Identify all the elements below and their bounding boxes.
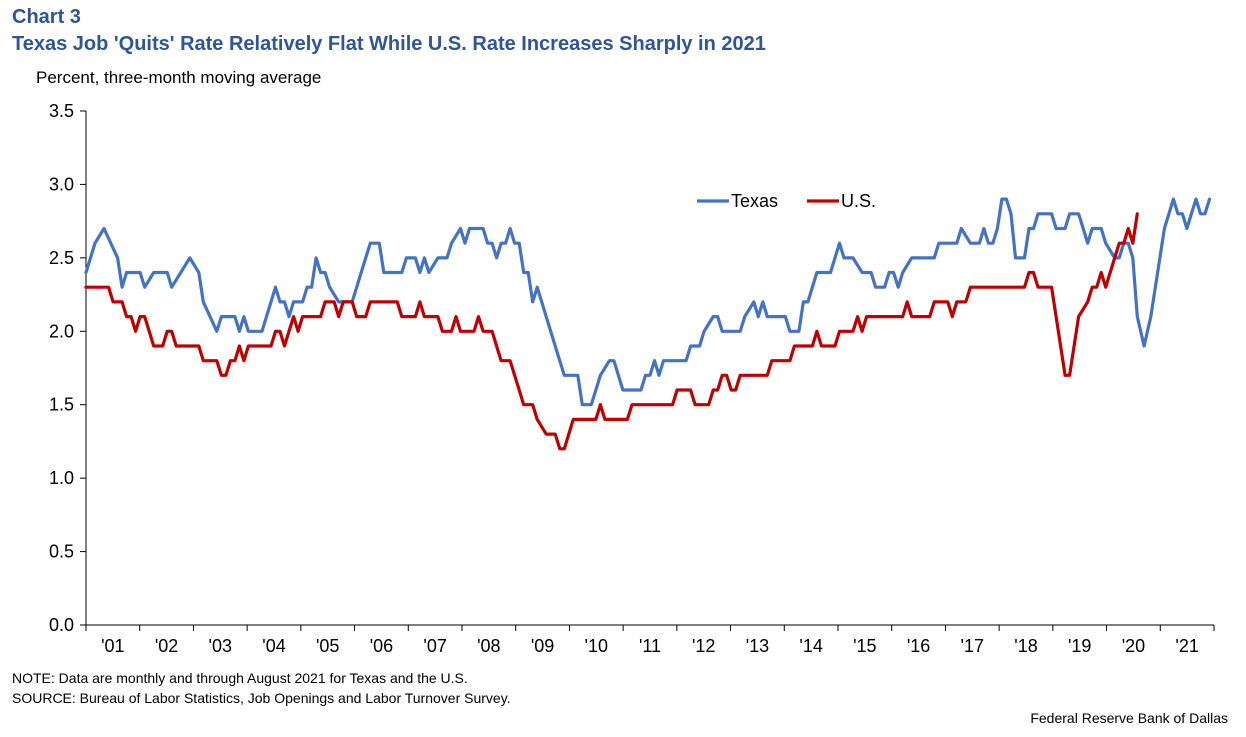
y-axis-unit-label: Percent, three-month moving average (36, 68, 322, 87)
y-tick-label: 1.0 (49, 468, 74, 488)
x-tick-label: '15 (853, 636, 876, 656)
x-tick-label: '04 (262, 636, 285, 656)
y-axis-ticks: 0.0 0.5 1.0 1.5 2.0 2.5 3.0 3.5 (49, 101, 86, 635)
y-tick-label: 2.0 (49, 321, 74, 341)
x-tick-label: '10 (585, 636, 608, 656)
legend: Texas U.S. (697, 191, 876, 211)
series-line-us (84, 212, 1139, 451)
series-lines (84, 197, 1212, 451)
x-tick-label: '03 (209, 636, 232, 656)
x-tick-label: '19 (1068, 636, 1091, 656)
y-tick-label: 1.5 (49, 395, 74, 415)
x-tick-label: '18 (1014, 636, 1037, 656)
x-tick-label: '12 (692, 636, 715, 656)
x-tick-label: '17 (961, 636, 984, 656)
x-tick-label: '02 (155, 636, 178, 656)
x-tick-label: '21 (1175, 636, 1198, 656)
x-tick-label: '11 (639, 636, 661, 656)
y-tick-label: 2.5 (49, 248, 74, 268)
y-tick-label: 3.5 (49, 101, 74, 121)
x-tick-label: '14 (799, 636, 822, 656)
y-tick-label: 0.5 (49, 542, 74, 562)
x-tick-label: '13 (746, 636, 769, 656)
credit-text: Federal Reserve Bank of Dallas (1030, 710, 1228, 726)
chart-title: Texas Job 'Quits' Rate Relatively Flat W… (12, 33, 766, 55)
footnote-source: SOURCE: Bureau of Labor Statistics, Job … (12, 690, 511, 706)
x-tick-label: '01 (101, 636, 124, 656)
legend-label: U.S. (841, 191, 876, 211)
footnote-note: NOTE: Data are monthly and through Augus… (12, 670, 468, 686)
chart-label: Chart 3 (12, 6, 81, 28)
y-tick-label: 3.0 (49, 174, 74, 194)
x-axis-ticks: '01 '02 '03 '04 '05 '06 '07 '08 '09 '10 '11 '12 '13 '… (85, 625, 1215, 656)
x-tick-label: '05 (316, 636, 339, 656)
x-tick-label: '07 (423, 636, 446, 656)
x-tick-label: '06 (370, 636, 393, 656)
x-tick-label: '08 (477, 636, 500, 656)
x-tick-label: '16 (907, 636, 930, 656)
y-tick-label: 0.0 (49, 615, 74, 635)
x-tick-label: '09 (531, 636, 554, 656)
series-line-texas (84, 197, 1212, 407)
x-tick-label: '20 (1122, 636, 1145, 656)
legend-label: Texas (731, 191, 778, 211)
